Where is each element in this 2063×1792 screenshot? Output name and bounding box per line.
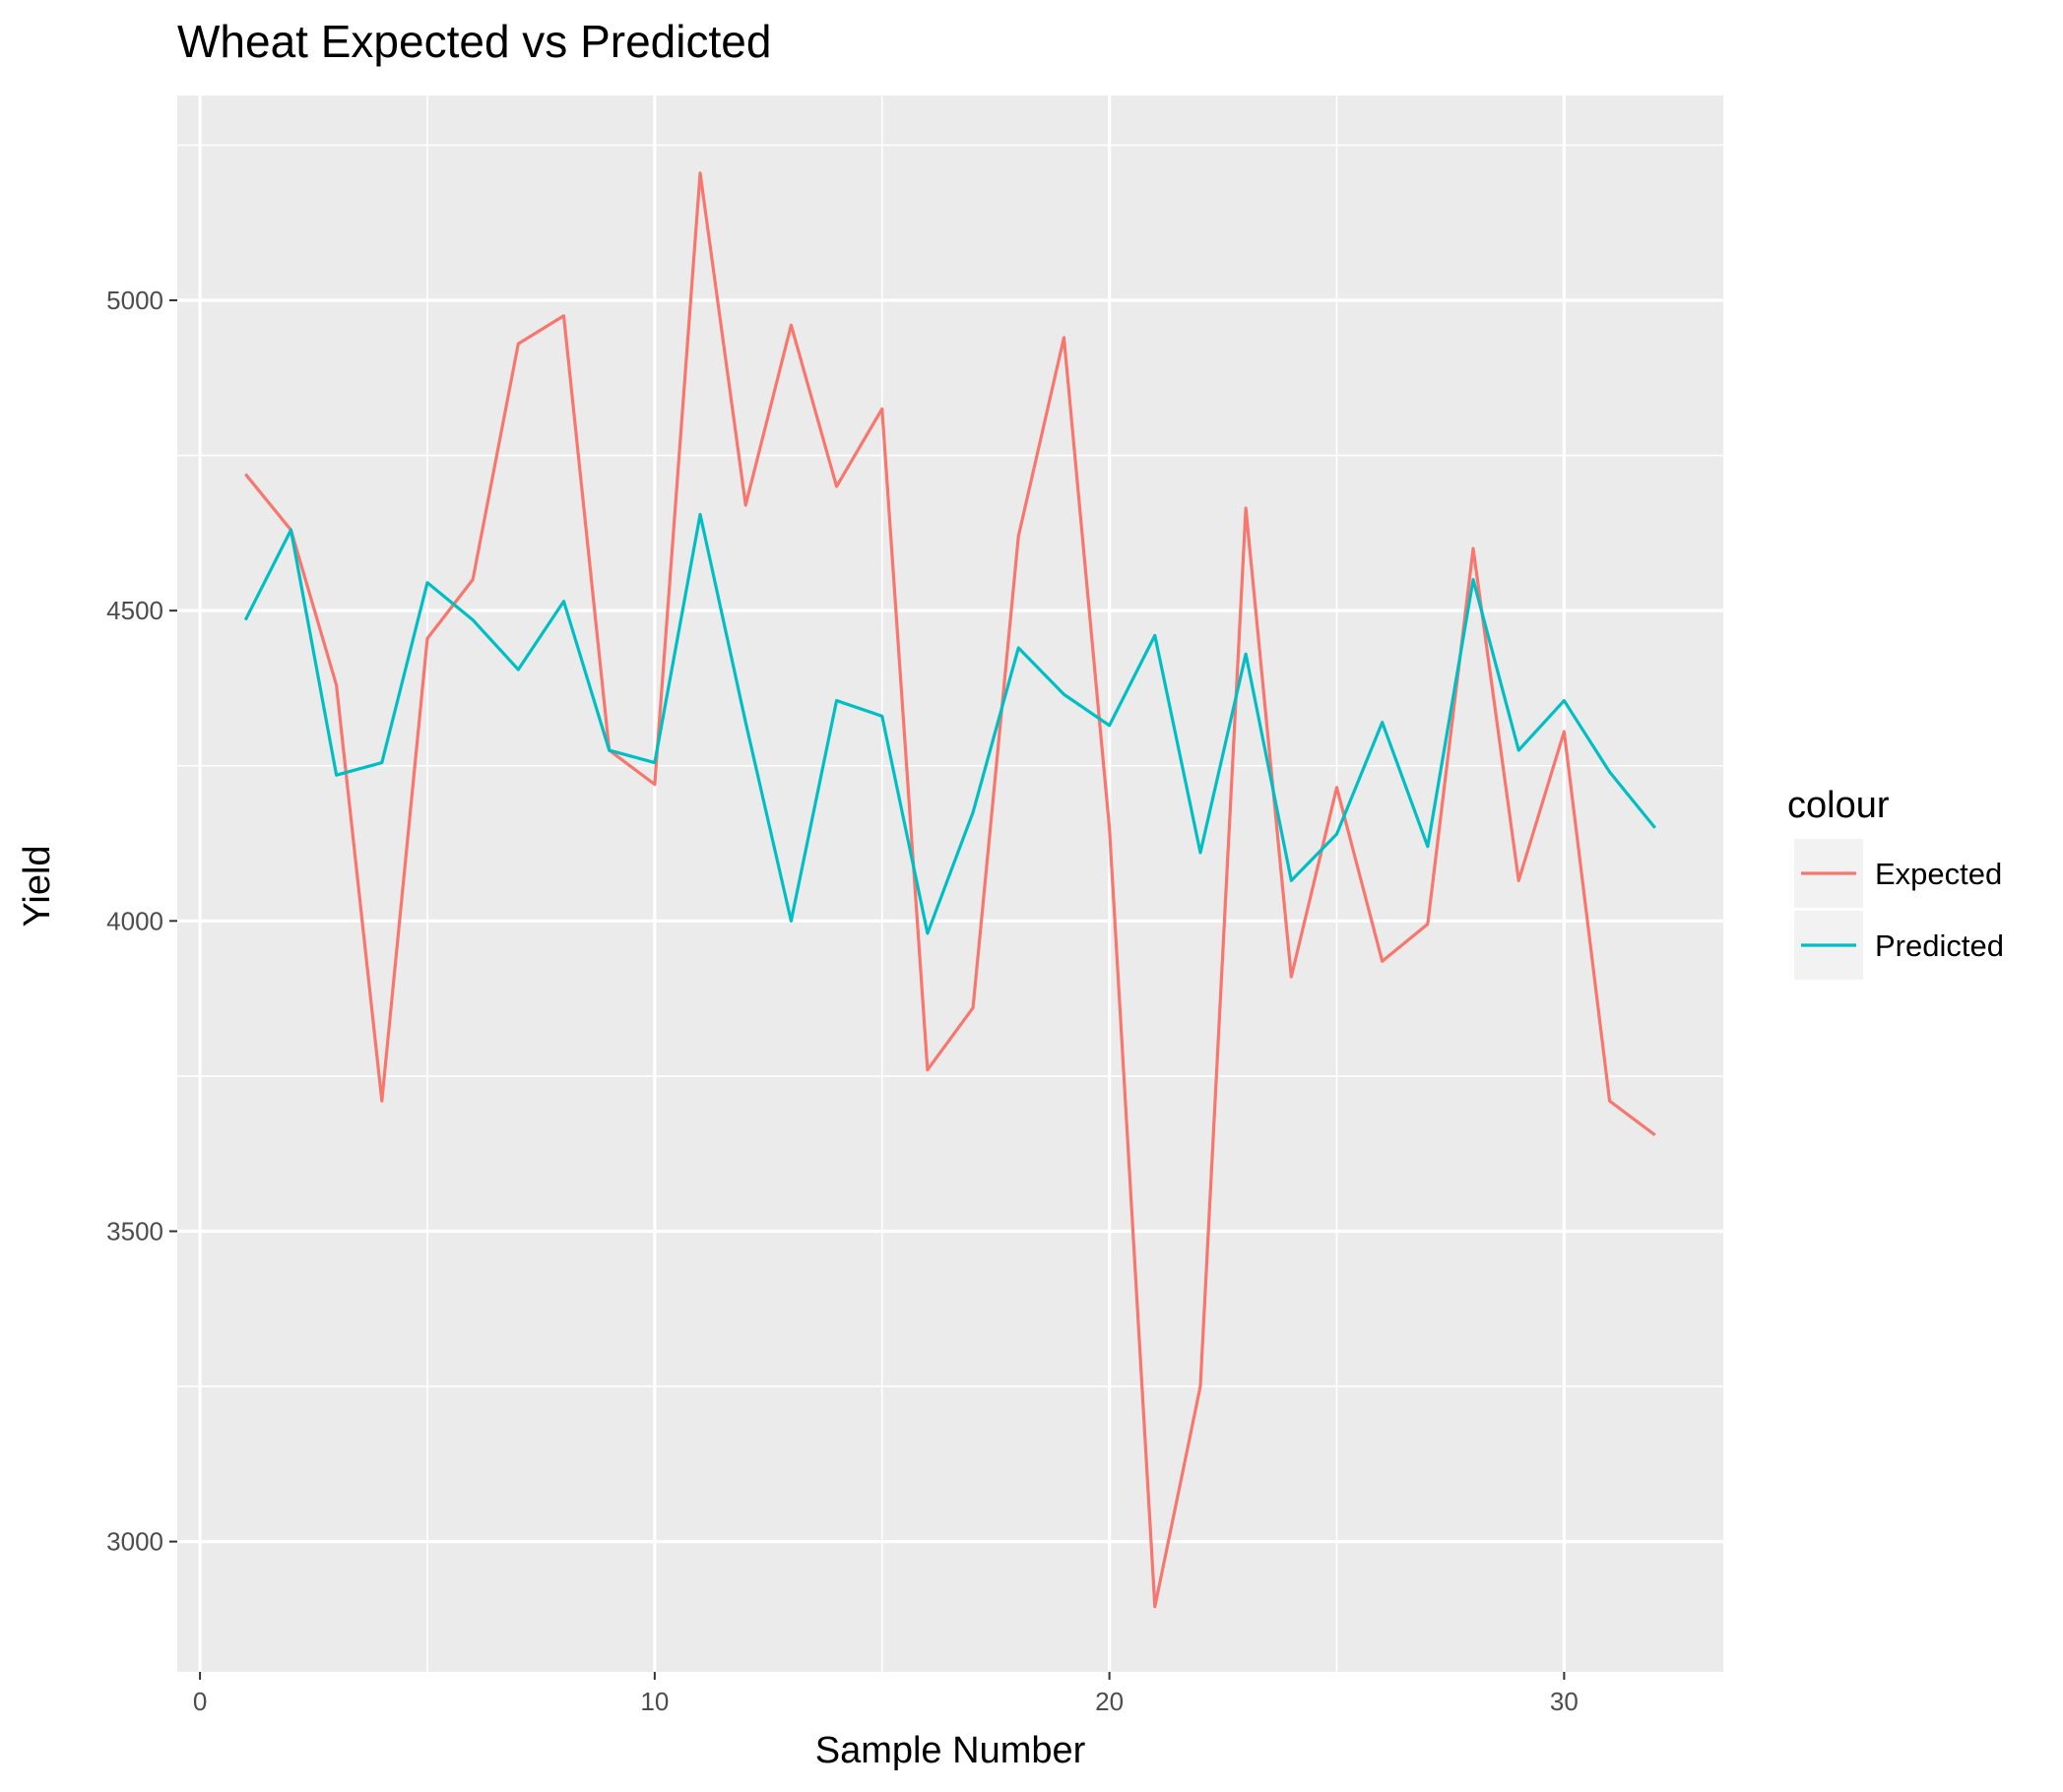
minor-gridlines — [177, 96, 1723, 1672]
x-tick-label: 0 — [193, 1687, 207, 1716]
legend-title: colour — [1787, 785, 1890, 826]
series-lines — [243, 171, 1656, 1609]
legend-label: Predicted — [1875, 928, 2004, 963]
y-tick-label: 4500 — [106, 596, 163, 625]
y-tick-label: 3000 — [106, 1527, 163, 1557]
y-axis: 3000 3500 4000 4500 5000 — [106, 286, 177, 1557]
y-tick-label: 3500 — [106, 1216, 163, 1246]
y-tick-label: 5000 — [106, 286, 163, 315]
x-axis: 0 10 20 30 — [193, 1672, 1579, 1716]
plot-panel — [177, 96, 1723, 1672]
y-tick-label: 4000 — [106, 906, 163, 935]
legend-item-predicted: Predicted — [1794, 911, 2004, 980]
x-tick-label: 20 — [1095, 1687, 1124, 1716]
x-tick-label: 10 — [640, 1687, 669, 1716]
major-gridlines — [177, 96, 1723, 1672]
x-axis-title: Sample Number — [815, 1730, 1086, 1771]
x-tick-label: 30 — [1550, 1687, 1579, 1716]
legend-label: Expected — [1875, 857, 2002, 891]
chart-title: Wheat Expected vs Predicted — [177, 16, 771, 67]
series-line-expected — [244, 171, 1656, 1609]
series-line-predicted — [243, 512, 1656, 935]
legend: colour Expected Predicted — [1787, 785, 2004, 980]
legend-item-expected: Expected — [1794, 839, 2002, 908]
y-axis-title: Yield — [17, 845, 58, 927]
